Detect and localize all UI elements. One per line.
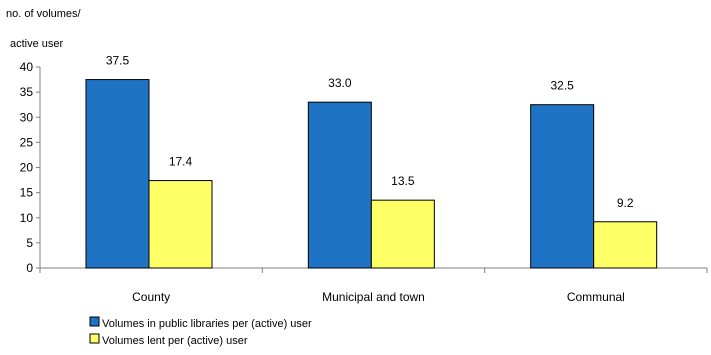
y-tick-label: 15 — [20, 186, 34, 200]
y-tick-label: 0 — [26, 261, 33, 275]
y-tick-label: 40 — [20, 60, 34, 74]
bar-volumes-1 — [307, 101, 372, 269]
data-label: 32.5 — [550, 79, 574, 93]
legend-swatch — [89, 316, 100, 327]
category-label: Municipal and town — [322, 290, 425, 304]
bar-lent-0 — [148, 180, 213, 269]
data-label: 9.2 — [617, 196, 634, 210]
y-axis-title-line-2: active user — [10, 38, 64, 50]
bar-volumes-2 — [530, 104, 595, 269]
bar-volumes-0 — [85, 79, 150, 269]
legend-label: Volumes lent per (active) user — [102, 335, 248, 347]
y-tick-label: 5 — [26, 236, 33, 250]
y-tick-label: 35 — [20, 85, 34, 99]
category-label: County — [132, 290, 170, 304]
legend-swatch — [89, 333, 100, 344]
data-label: 17.4 — [169, 155, 193, 169]
y-axis-title-line-1: no. of volumes/ — [6, 8, 82, 20]
y-tick-label: 20 — [20, 161, 34, 175]
data-label: 33.0 — [328, 76, 352, 90]
bar-lent-2 — [593, 221, 658, 269]
plot-area: 0 5 10 15 20 25 30 35 40 37.5 17.4 County 33.0 13.5 Mu… — [20, 54, 708, 304]
y-tick-label: 30 — [20, 110, 34, 124]
legend: Volumes in public libraries per (active)… — [89, 316, 312, 347]
y-tick-label: 10 — [20, 211, 34, 225]
bar-lent-1 — [370, 199, 435, 269]
legend-label: Volumes in public libraries per (active)… — [102, 318, 312, 330]
data-label: 13.5 — [391, 174, 415, 188]
y-tick-label: 25 — [20, 135, 34, 149]
data-label: 37.5 — [106, 54, 130, 68]
y-axis-title: no. of volumes/ active user — [6, 8, 82, 50]
category-label: Communal — [567, 290, 625, 304]
